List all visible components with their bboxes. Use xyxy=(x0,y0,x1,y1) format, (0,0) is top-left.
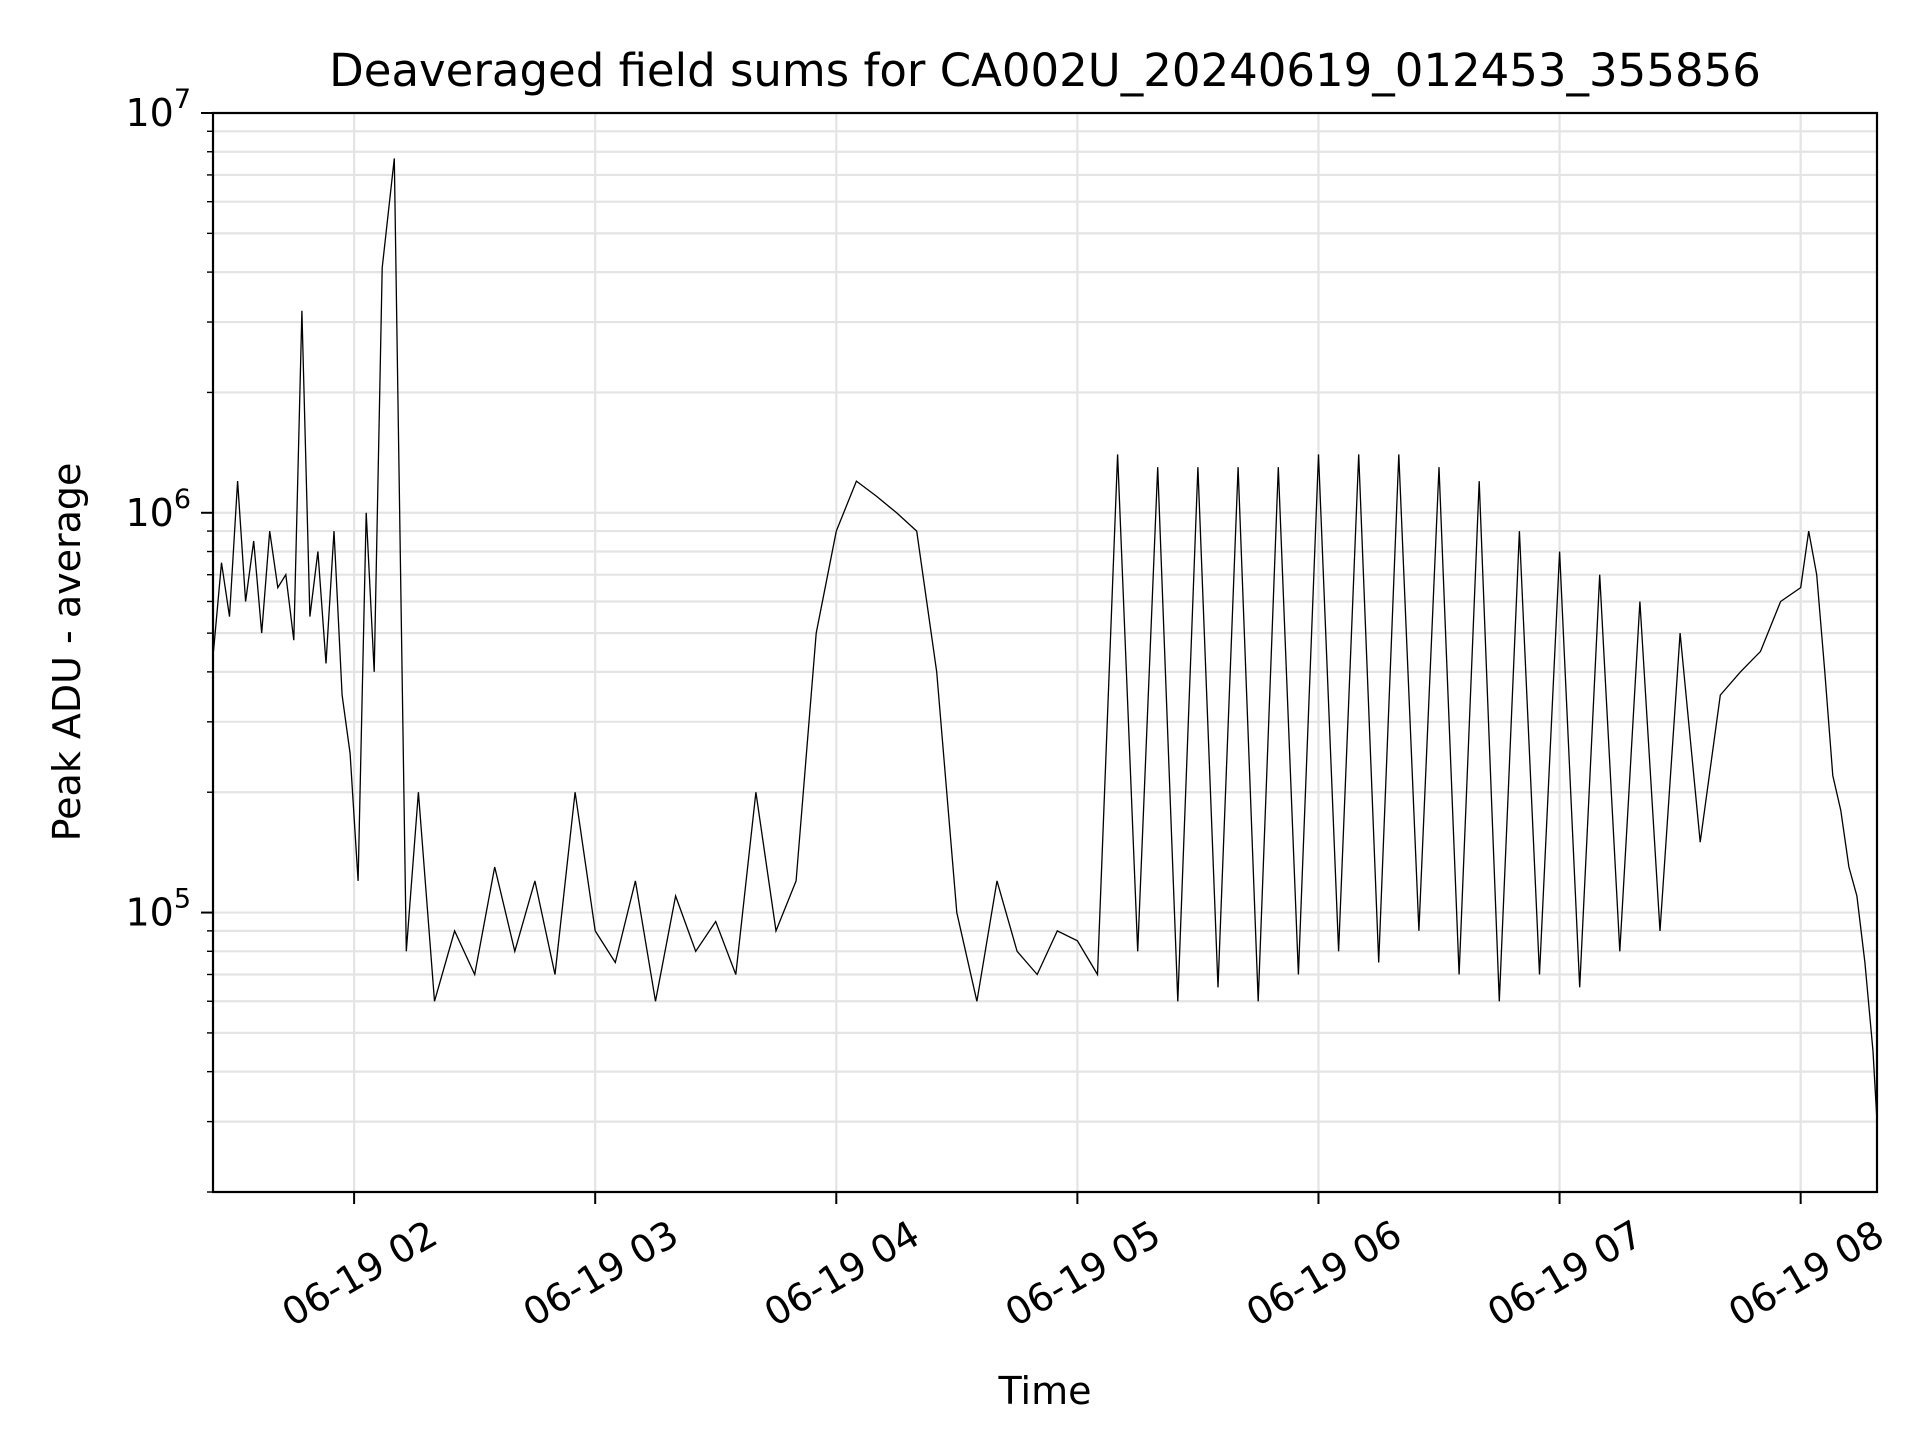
y-tick-label: 105 xyxy=(125,884,191,935)
grid xyxy=(213,111,1877,1194)
y-tick-label: 106 xyxy=(125,484,191,535)
x-axis-label: Time xyxy=(998,1369,1092,1413)
plot-frame xyxy=(211,111,1879,1194)
x-tick-label: 06-19 02 xyxy=(275,1212,445,1336)
x-tick-label: 06-19 08 xyxy=(1721,1212,1891,1336)
series-line xyxy=(212,158,1878,1122)
x-tick-label: 06-19 04 xyxy=(757,1212,927,1336)
y-axis-label: Peak ADU - average xyxy=(45,463,89,842)
y-tick-label: 107 xyxy=(125,84,191,135)
x-tick-label: 06-19 07 xyxy=(1480,1212,1650,1336)
chart-title: Deaveraged field sums for CA002U_2024061… xyxy=(329,44,1761,97)
x-tick-label: 06-19 03 xyxy=(516,1212,686,1336)
x-tick-label: 06-19 05 xyxy=(998,1212,1168,1336)
x-tick-label: 06-19 06 xyxy=(1239,1212,1409,1336)
